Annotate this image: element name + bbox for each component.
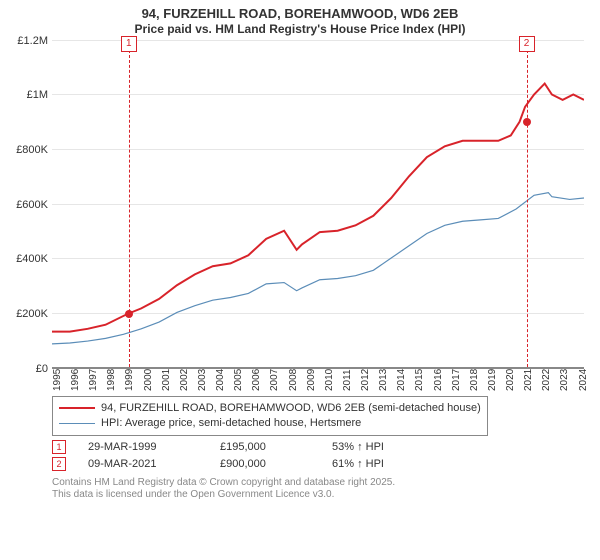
x-axis-label: 2020 [505, 368, 516, 390]
x-axis-label: 2017 [451, 368, 462, 390]
x-axis-label: 2015 [414, 368, 425, 390]
event-point [523, 118, 531, 126]
legend-swatch [59, 407, 95, 409]
x-axis-label: 2013 [378, 368, 389, 390]
x-axis-label: 2011 [342, 369, 353, 391]
event-delta: 61% ↑ HPI [332, 458, 384, 470]
event-delta: 53% ↑ HPI [332, 441, 384, 453]
x-axis-labels: 1995 1996 1997 1998 1999 2000 2001 2002 2003 2004… [52, 368, 584, 388]
x-axis-label: 2023 [559, 368, 570, 390]
legend-item: 94, FURZEHILL ROAD, BOREHAMWOOD, WD6 2EB… [59, 401, 481, 416]
x-axis-label: 2014 [396, 368, 407, 390]
x-axis-label: 2006 [251, 368, 262, 390]
legend: 94, FURZEHILL ROAD, BOREHAMWOOD, WD6 2EB… [52, 396, 488, 437]
x-axis-label: 2005 [233, 368, 244, 390]
x-axis-label: 1998 [106, 368, 117, 390]
x-axis-label: 2019 [487, 368, 498, 390]
x-axis-label: 2007 [269, 368, 280, 390]
y-axis-label: £1.2M [17, 35, 52, 47]
y-axis-label: £0 [36, 363, 52, 375]
event-date: 29-MAR-1999 [88, 441, 198, 453]
footer-attribution: Contains HM Land Registry data © Crown c… [52, 477, 590, 501]
x-axis-label: 1996 [70, 368, 81, 390]
x-axis-label: 1997 [88, 368, 99, 390]
legend-swatch [59, 423, 95, 424]
x-axis-label: 2003 [197, 368, 208, 390]
x-axis-label: 2024 [578, 368, 589, 390]
chart-area: £0£200K£400K£600K£800K£1M£1.2M 12 199519… [52, 40, 584, 388]
x-axis-label: 2008 [288, 368, 299, 390]
chart-title: 94, FURZEHILL ROAD, BOREHAMWOOD, WD6 2EB [10, 6, 590, 22]
x-axis-label: 1995 [52, 368, 63, 390]
x-axis-label: 2001 [161, 368, 172, 390]
event-price: £195,000 [220, 441, 310, 453]
x-axis-label: 2000 [143, 368, 154, 390]
y-axis-label: £800K [16, 144, 52, 156]
x-axis-label: 2018 [469, 368, 480, 390]
event-point [125, 310, 133, 318]
event-table: 1 29-MAR-1999 £195,000 53% ↑ HPI 2 09-MAR-202… [52, 440, 590, 471]
chart-lines [52, 40, 584, 367]
event-row: 1 29-MAR-1999 £195,000 53% ↑ HPI [52, 440, 590, 454]
event-row: 2 09-MAR-2021 £900,000 61% ↑ HPI [52, 457, 590, 471]
x-axis-label: 2002 [179, 368, 190, 390]
x-axis-label: 2021 [523, 368, 534, 390]
plot-area: £0£200K£400K£600K£800K£1M£1.2M 12 [52, 40, 584, 368]
legend-label: 94, FURZEHILL ROAD, BOREHAMWOOD, WD6 2EB… [101, 401, 481, 416]
series-price_paid [52, 83, 584, 331]
legend-item: HPI: Average price, semi-detached house,… [59, 416, 481, 431]
x-axis-label: 2009 [306, 368, 317, 390]
series-hpi [52, 192, 584, 343]
y-axis-label: £200K [16, 308, 52, 320]
x-axis-label: 2016 [433, 368, 444, 390]
x-axis-label: 2022 [541, 368, 552, 390]
footer-line-2: This data is licensed under the Open Gov… [52, 489, 590, 501]
y-axis-label: £600K [16, 199, 52, 211]
legend-label: HPI: Average price, semi-detached house,… [101, 416, 361, 431]
event-marker-box: 2 [519, 36, 535, 52]
event-number-box: 2 [52, 457, 66, 471]
event-number-box: 1 [52, 440, 66, 454]
x-axis-label: 2012 [360, 368, 371, 390]
event-marker-box: 1 [121, 36, 137, 52]
x-axis-label: 2004 [215, 368, 226, 390]
y-axis-label: £1M [27, 89, 52, 101]
event-date: 09-MAR-2021 [88, 458, 198, 470]
x-axis-label: 1999 [124, 368, 135, 390]
chart-subtitle: Price paid vs. HM Land Registry's House … [10, 22, 590, 36]
event-marker-line [527, 40, 528, 367]
footer-line-1: Contains HM Land Registry data © Crown c… [52, 477, 590, 489]
y-axis-label: £400K [16, 253, 52, 265]
x-axis-label: 2010 [324, 368, 335, 390]
event-price: £900,000 [220, 458, 310, 470]
